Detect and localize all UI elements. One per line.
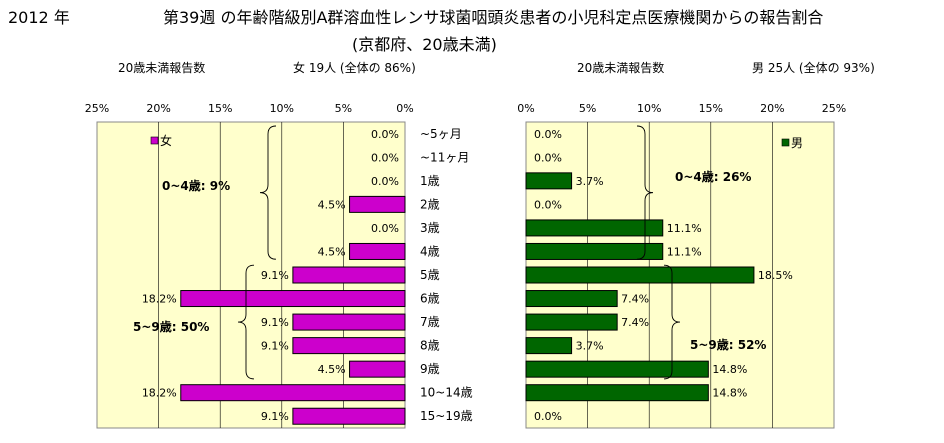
female-data-label: 4.5%	[318, 245, 346, 258]
male-data-label: 18.5%	[758, 269, 793, 282]
female-bar	[292, 407, 406, 425]
female-data-label: 18.2%	[142, 387, 177, 400]
age-category-label: 1歳	[420, 174, 440, 188]
male-0-4-annotation: 0~4歳: 26%	[675, 169, 751, 184]
female-data-label: 0.0%	[371, 222, 399, 235]
male-bar	[525, 337, 573, 355]
male-legend-swatch	[781, 138, 790, 147]
female-data-label: 18.2%	[142, 293, 177, 306]
age-category-label: 8歳	[420, 339, 440, 353]
female-data-label: 0.0%	[371, 128, 399, 141]
female-bar	[292, 337, 406, 355]
female-0-4-annotation: 0~4歳: 9%	[162, 178, 230, 193]
male-data-label: 11.1%	[667, 245, 702, 258]
female-summary: 女 19人 (全体の 86%)	[293, 61, 416, 75]
chart-title: 第39週 の年齢階級別A群溶血性レンサ球菌咽頭炎患者の小児科定点医療機関からの報…	[163, 8, 824, 27]
female-x-tick-label: 10%	[270, 102, 294, 115]
female-x-tick-label: 15%	[208, 102, 232, 115]
female-data-label: 9.1%	[261, 410, 289, 423]
age-category-label: 3歳	[420, 221, 440, 235]
female-data-label: 9.1%	[261, 340, 289, 353]
male-x-tick-label: 25%	[822, 102, 846, 115]
male-data-label: 0.0%	[534, 151, 562, 164]
male-bar	[525, 266, 755, 284]
male-bar	[525, 290, 618, 308]
female-data-label: 0.0%	[371, 175, 399, 188]
male-bar	[525, 313, 618, 331]
male-x-tick-label: 20%	[760, 102, 784, 115]
male-data-label: 7.4%	[621, 316, 649, 329]
male-x-tick-label: 10%	[637, 102, 661, 115]
male-data-label: 0.0%	[534, 410, 562, 423]
male-bar	[525, 242, 664, 260]
male-summary: 男 25人 (全体の 93%)	[752, 61, 875, 75]
year-label: 2012 年	[8, 8, 70, 27]
male-0-4-brace	[636, 125, 654, 260]
female-0-4-brace	[259, 125, 277, 260]
age-category-label: 2歳	[420, 197, 440, 211]
male-5-9-brace	[663, 264, 681, 380]
female-data-label: 9.1%	[261, 316, 289, 329]
male-bar	[525, 219, 664, 237]
age-category-label: ~11ヶ月	[420, 150, 469, 164]
female-data-label: 4.5%	[318, 363, 346, 376]
female-5-9-annotation: 5~9歳: 50%	[133, 319, 209, 334]
female-bar	[292, 266, 406, 284]
male-data-label: 7.4%	[621, 293, 649, 306]
female-bar	[349, 242, 406, 260]
left-caption: 20歳未満報告数	[118, 61, 206, 75]
female-data-label: 9.1%	[261, 269, 289, 282]
female-data-label: 4.5%	[318, 198, 346, 211]
age-category-label: 10~14歳	[420, 386, 473, 400]
male-bar	[525, 172, 573, 190]
age-category-label: 15~19歳	[420, 409, 473, 423]
male-data-label: 0.0%	[534, 128, 562, 141]
age-category-label: 5歳	[420, 268, 440, 282]
male-x-tick-label: 0%	[517, 102, 534, 115]
male-data-label: 14.8%	[712, 363, 747, 376]
male-data-label: 14.8%	[712, 387, 747, 400]
age-category-label: 4歳	[420, 244, 440, 258]
female-legend-label: 女	[160, 133, 172, 148]
male-bar	[525, 360, 709, 378]
age-category-label: 6歳	[420, 292, 440, 306]
female-bar	[180, 384, 406, 402]
female-bar	[180, 290, 406, 308]
female-data-label: 0.0%	[371, 151, 399, 164]
female-legend-swatch	[150, 136, 159, 145]
female-bar	[349, 360, 406, 378]
female-x-tick-label: 5%	[335, 102, 352, 115]
right-caption: 20歳未満報告数	[577, 61, 665, 75]
female-5-9-brace	[237, 264, 255, 380]
male-x-tick-label: 15%	[699, 102, 723, 115]
male-legend-label: 男	[791, 136, 803, 150]
age-category-label: ~5ヶ月	[420, 127, 462, 141]
chart-subtitle: (京都府、20歳未満)	[352, 35, 497, 54]
male-x-tick-label: 5%	[579, 102, 596, 115]
female-bar	[292, 313, 406, 331]
age-category-label: 7歳	[420, 315, 440, 329]
female-x-tick-label: 0%	[396, 102, 413, 115]
age-category-label: 9歳	[420, 362, 440, 376]
female-x-tick-label: 20%	[146, 102, 170, 115]
male-bar	[525, 384, 709, 402]
female-x-tick-label: 25%	[85, 102, 109, 115]
male-data-label: 3.7%	[576, 175, 604, 188]
female-bar	[349, 195, 406, 213]
male-data-label: 11.1%	[667, 222, 702, 235]
male-data-label: 3.7%	[576, 340, 604, 353]
male-data-label: 0.0%	[534, 198, 562, 211]
male-5-9-annotation: 5~9歳: 52%	[690, 337, 766, 352]
